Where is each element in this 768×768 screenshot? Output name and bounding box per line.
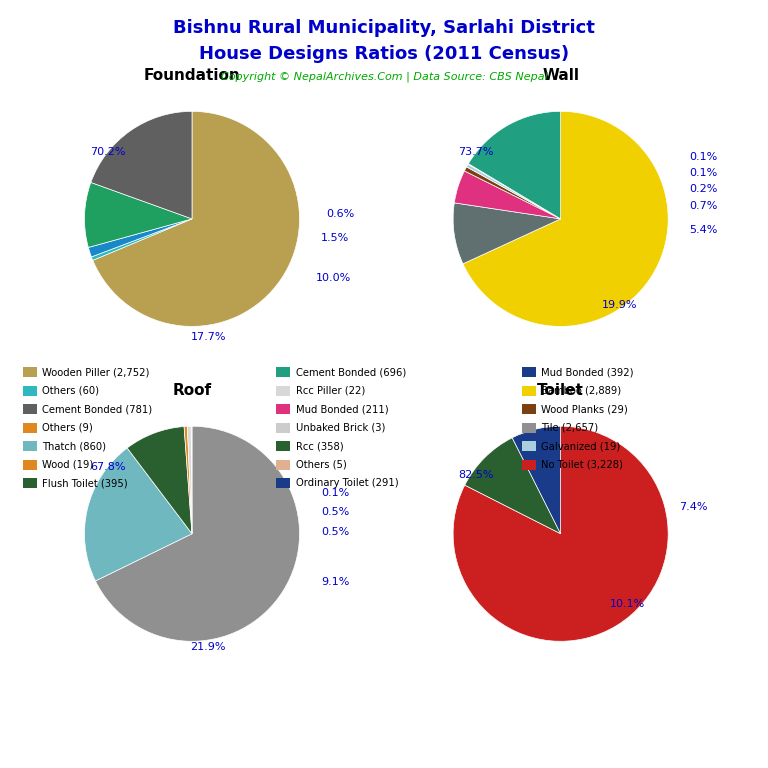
Wedge shape — [93, 111, 300, 326]
Text: Others (60): Others (60) — [42, 386, 99, 396]
Text: 73.7%: 73.7% — [458, 147, 494, 157]
Text: Bamboo (2,889): Bamboo (2,889) — [541, 386, 621, 396]
Wedge shape — [463, 111, 668, 326]
Title: Roof: Roof — [173, 383, 211, 398]
Text: Wood Planks (29): Wood Planks (29) — [541, 404, 628, 415]
Text: 67.8%: 67.8% — [90, 462, 125, 472]
Wedge shape — [465, 167, 561, 219]
Text: Wooden Piller (2,752): Wooden Piller (2,752) — [42, 367, 150, 378]
Text: Thatch (860): Thatch (860) — [42, 441, 106, 452]
Text: 1.5%: 1.5% — [321, 233, 349, 243]
Text: Tile (2,657): Tile (2,657) — [541, 422, 598, 433]
Wedge shape — [453, 426, 668, 641]
Wedge shape — [91, 219, 192, 260]
Text: 7.4%: 7.4% — [679, 502, 707, 512]
Text: 0.6%: 0.6% — [326, 208, 355, 219]
Wedge shape — [465, 438, 561, 534]
Text: Rcc (358): Rcc (358) — [296, 441, 343, 452]
Wedge shape — [466, 164, 561, 219]
Text: Ordinary Toilet (291): Ordinary Toilet (291) — [296, 478, 399, 488]
Text: Bishnu Rural Municipality, Sarlahi District: Bishnu Rural Municipality, Sarlahi Distr… — [173, 19, 595, 37]
Text: Cement Bonded (781): Cement Bonded (781) — [42, 404, 152, 415]
Text: Unbaked Brick (3): Unbaked Brick (3) — [296, 422, 385, 433]
Wedge shape — [88, 219, 192, 257]
Text: 0.5%: 0.5% — [321, 527, 349, 537]
Wedge shape — [455, 171, 561, 219]
Wedge shape — [127, 426, 192, 534]
Text: Copyright © NepalArchives.Com | Data Source: CBS Nepal: Copyright © NepalArchives.Com | Data Sou… — [220, 71, 548, 82]
Title: Wall: Wall — [542, 68, 579, 83]
Title: Foundation: Foundation — [144, 68, 240, 83]
Title: Toilet: Toilet — [537, 383, 584, 398]
Text: 17.7%: 17.7% — [190, 332, 226, 343]
Wedge shape — [468, 111, 561, 219]
Text: 10.0%: 10.0% — [316, 273, 351, 283]
Wedge shape — [191, 426, 192, 534]
Text: 0.1%: 0.1% — [690, 167, 718, 177]
Text: 21.9%: 21.9% — [190, 641, 226, 652]
Text: Flush Toilet (395): Flush Toilet (395) — [42, 478, 127, 488]
Text: 82.5%: 82.5% — [458, 469, 494, 480]
Wedge shape — [84, 183, 192, 247]
Wedge shape — [187, 426, 192, 534]
Wedge shape — [184, 426, 192, 534]
Text: 0.7%: 0.7% — [690, 201, 718, 211]
Wedge shape — [453, 203, 561, 264]
Text: 0.5%: 0.5% — [321, 507, 349, 518]
Text: Rcc Piller (22): Rcc Piller (22) — [296, 386, 365, 396]
Wedge shape — [84, 448, 192, 581]
Text: Cement Bonded (696): Cement Bonded (696) — [296, 367, 406, 378]
Text: 19.9%: 19.9% — [602, 300, 637, 310]
Text: Mud Bonded (211): Mud Bonded (211) — [296, 404, 389, 415]
Text: 5.4%: 5.4% — [690, 224, 718, 235]
Text: Wood (19): Wood (19) — [42, 459, 94, 470]
Text: No Toilet (3,228): No Toilet (3,228) — [541, 459, 624, 470]
Text: House Designs Ratios (2011 Census): House Designs Ratios (2011 Census) — [199, 45, 569, 62]
Text: Mud Bonded (392): Mud Bonded (392) — [541, 367, 634, 378]
Text: 0.1%: 0.1% — [690, 151, 718, 161]
Text: Others (5): Others (5) — [296, 459, 346, 470]
Text: 9.1%: 9.1% — [321, 577, 349, 588]
Text: 0.1%: 0.1% — [321, 488, 349, 498]
Text: 10.1%: 10.1% — [610, 598, 645, 609]
Text: Galvanized (19): Galvanized (19) — [541, 441, 621, 452]
Wedge shape — [91, 111, 192, 219]
Text: Others (9): Others (9) — [42, 422, 93, 433]
Wedge shape — [468, 164, 561, 219]
Wedge shape — [95, 426, 300, 641]
Wedge shape — [512, 426, 561, 534]
Text: 0.2%: 0.2% — [690, 184, 718, 194]
Text: 70.2%: 70.2% — [90, 147, 125, 157]
